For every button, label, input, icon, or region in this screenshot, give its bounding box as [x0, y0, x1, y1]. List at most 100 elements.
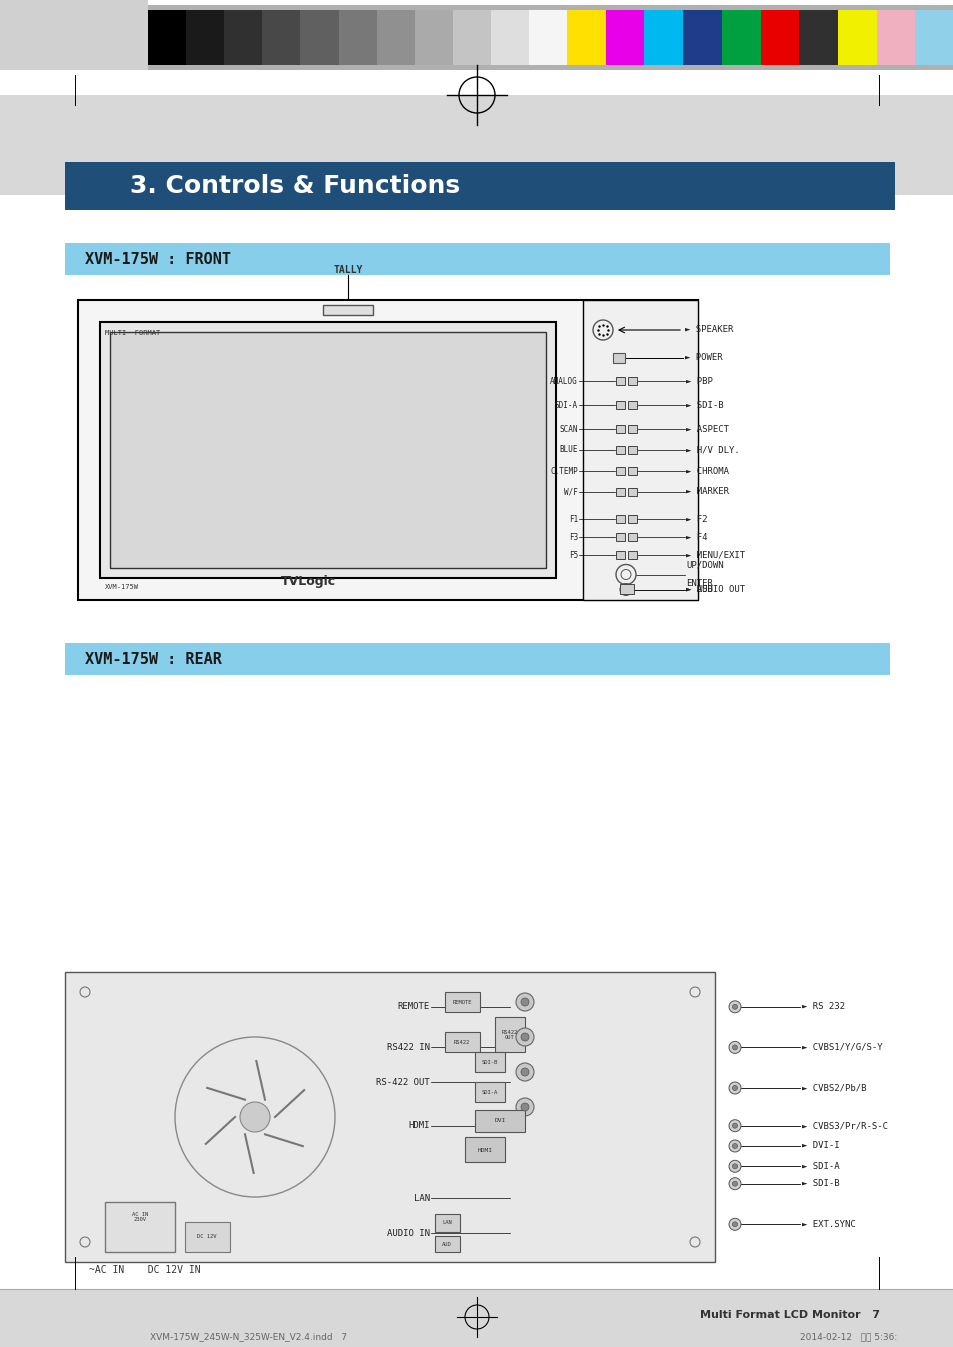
Bar	[65, 973, 714, 1262]
Circle shape	[728, 1140, 740, 1152]
Bar	[644, 9, 682, 65]
Text: BLUE: BLUE	[558, 446, 578, 454]
Bar	[435, 1214, 459, 1233]
Circle shape	[520, 1033, 529, 1041]
Circle shape	[516, 1098, 534, 1117]
Bar	[627, 446, 637, 454]
Bar	[682, 9, 721, 65]
Bar	[475, 1082, 504, 1102]
Circle shape	[240, 1102, 270, 1131]
Circle shape	[516, 1063, 534, 1082]
Bar	[799, 9, 837, 65]
Text: RS-422 OUT: RS-422 OUT	[375, 1078, 430, 1087]
Bar	[376, 9, 415, 65]
Text: ► MARKER: ► MARKER	[685, 488, 728, 497]
Bar	[444, 1032, 479, 1052]
Bar	[582, 300, 698, 599]
Bar	[415, 9, 453, 65]
Text: ► CVBS2/Pb/B: ► CVBS2/Pb/B	[801, 1083, 865, 1092]
Text: LAN: LAN	[441, 1220, 452, 1226]
Bar	[186, 9, 224, 65]
Text: XVM-175W : REAR: XVM-175W : REAR	[85, 652, 222, 667]
Bar	[627, 533, 637, 541]
Bar	[616, 446, 624, 454]
Bar	[616, 426, 624, 432]
Bar	[338, 9, 376, 65]
Bar	[376, 9, 415, 65]
Text: ► AUDIO OUT: ► AUDIO OUT	[685, 585, 744, 594]
Circle shape	[516, 1028, 534, 1047]
Bar	[682, 9, 721, 65]
Bar	[627, 426, 637, 432]
Text: F1: F1	[568, 515, 578, 524]
Text: SDI-A: SDI-A	[555, 400, 578, 409]
Bar	[605, 9, 644, 65]
Bar	[148, 9, 953, 65]
Bar	[914, 9, 953, 65]
Bar	[148, 9, 186, 65]
Bar	[619, 585, 634, 594]
Bar	[605, 9, 644, 65]
Bar	[613, 353, 624, 362]
Circle shape	[732, 1045, 737, 1049]
Text: HDMI: HDMI	[477, 1148, 492, 1153]
Bar	[105, 1202, 174, 1251]
Text: ► F2: ► F2	[685, 515, 707, 524]
Text: ► MENU/EXIT: ► MENU/EXIT	[685, 551, 744, 559]
Bar	[627, 515, 637, 523]
Text: MULTI  FORMAT: MULTI FORMAT	[105, 330, 160, 335]
Bar	[529, 9, 566, 65]
Circle shape	[728, 1001, 740, 1013]
Text: ► SDI-B: ► SDI-B	[685, 400, 723, 409]
Bar	[627, 401, 637, 409]
Bar	[491, 9, 529, 65]
Text: AC IN
230V: AC IN 230V	[132, 1211, 148, 1222]
Bar	[616, 515, 624, 523]
Text: 3. Controls & Functions: 3. Controls & Functions	[130, 174, 459, 198]
Bar	[627, 488, 637, 496]
Text: ► DVI-I: ► DVI-I	[801, 1141, 839, 1150]
Text: AUDIO IN: AUDIO IN	[387, 1228, 430, 1238]
Bar	[262, 9, 300, 65]
Bar	[0, 1289, 953, 1347]
Circle shape	[728, 1041, 740, 1053]
Text: ENTER: ENTER	[685, 579, 712, 589]
Circle shape	[516, 993, 534, 1012]
Text: ► POWER: ► POWER	[684, 353, 721, 362]
Bar	[444, 991, 479, 1012]
Circle shape	[732, 1181, 737, 1187]
Circle shape	[728, 1119, 740, 1131]
Text: TVLogic: TVLogic	[280, 575, 335, 589]
Circle shape	[732, 1005, 737, 1009]
Text: ► SDI-B: ► SDI-B	[801, 1179, 839, 1188]
Bar	[616, 533, 624, 541]
Text: REMOTE: REMOTE	[397, 1002, 430, 1012]
Bar	[65, 162, 894, 210]
Text: ► SDI-A: ► SDI-A	[801, 1162, 839, 1171]
Text: XVM-175W: XVM-175W	[105, 585, 139, 590]
Bar	[495, 1017, 524, 1052]
Bar	[0, 96, 953, 195]
Text: HDMI: HDMI	[408, 1121, 430, 1130]
Circle shape	[520, 1103, 529, 1111]
Bar	[78, 300, 698, 599]
Text: AUD: AUD	[441, 1242, 452, 1246]
Bar	[616, 488, 624, 496]
Bar	[566, 9, 605, 65]
Bar	[100, 322, 556, 578]
Text: ► SPEAKER: ► SPEAKER	[684, 326, 733, 334]
Text: ANALOG: ANALOG	[550, 377, 578, 385]
Text: ► CVBS3/Pr/R-S-C: ► CVBS3/Pr/R-S-C	[801, 1121, 887, 1130]
Circle shape	[728, 1177, 740, 1189]
Text: ► H/V DLY.: ► H/V DLY.	[685, 446, 739, 454]
Bar	[415, 9, 453, 65]
Circle shape	[728, 1082, 740, 1094]
Text: ► ASPECT: ► ASPECT	[685, 424, 728, 434]
Text: C.TEMP: C.TEMP	[550, 466, 578, 475]
Bar	[475, 1052, 504, 1072]
Bar	[110, 331, 545, 568]
Text: RS422
OUT: RS422 OUT	[501, 1029, 517, 1040]
Bar	[644, 9, 682, 65]
Text: ► F4: ► F4	[685, 532, 707, 541]
Bar	[262, 9, 300, 65]
